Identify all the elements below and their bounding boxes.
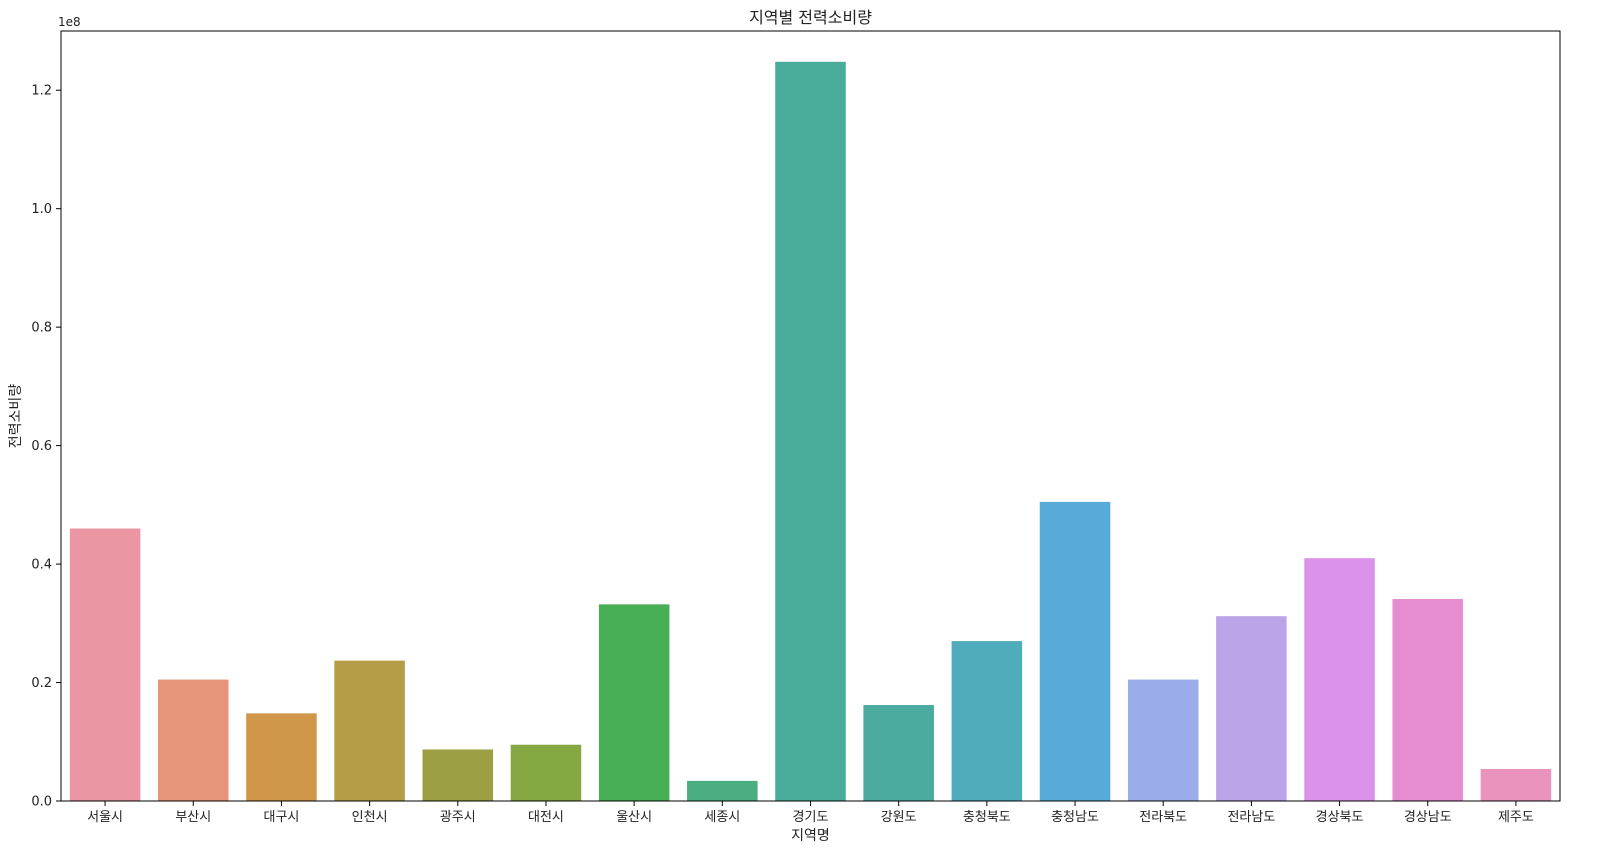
y-axis-label: 전력소비량 xyxy=(8,384,24,449)
bar-5 xyxy=(510,744,582,801)
bar-16 xyxy=(1480,769,1552,801)
x-tick-label: 강원도 xyxy=(881,810,917,825)
x-axis-label: 지역명 xyxy=(791,828,830,844)
bar-15 xyxy=(1392,599,1464,801)
x-tick-label: 세종시 xyxy=(704,810,740,825)
x-tick-label: 대전시 xyxy=(528,810,564,825)
bar-1 xyxy=(157,679,229,801)
y-ticks-group: 0.0 0.2 0.4 0.6 0.8 1.0 1.2 xyxy=(31,84,61,810)
x-tick-label: 서울시 xyxy=(87,810,123,825)
x-tick-label: 전라북도 xyxy=(1139,810,1187,825)
plot-frame xyxy=(60,30,1561,802)
bar-8 xyxy=(775,61,846,802)
bar-13 xyxy=(1216,616,1287,801)
y-tick-label: 1.0 xyxy=(31,202,52,217)
x-tick-label: 인천시 xyxy=(352,810,388,825)
x-tick-label: 부산시 xyxy=(175,810,211,825)
x-tick-label: 경상북도 xyxy=(1316,810,1364,825)
x-tick-label: 대구시 xyxy=(263,810,299,825)
chart-title: 지역별 전력소비량 xyxy=(749,8,872,27)
y-tick-label: 0.6 xyxy=(31,439,52,454)
bar-7 xyxy=(687,780,758,801)
bar-9 xyxy=(863,705,934,801)
bar-3 xyxy=(334,660,405,801)
x-tick-label: 전라남도 xyxy=(1227,810,1275,825)
bar-11 xyxy=(1039,501,1111,801)
x-tick-label: 경기도 xyxy=(793,810,829,825)
y-tick-label: 0.4 xyxy=(31,558,52,573)
y-tick-label: 1.2 xyxy=(31,84,52,99)
x-tick-label: 충청남도 xyxy=(1051,810,1099,825)
bar-2 xyxy=(246,713,317,801)
bar-10 xyxy=(951,641,1023,801)
x-tick-label: 광주시 xyxy=(440,810,476,825)
y-tick-label: 0.2 xyxy=(31,676,52,691)
y-tick-label: 0.8 xyxy=(31,321,52,336)
x-tick-label: 충청북도 xyxy=(963,810,1011,825)
bar-14 xyxy=(1304,558,1375,801)
y-offset-label: 1e8 xyxy=(58,15,81,29)
bar-6 xyxy=(598,604,670,801)
x-ticks-group: 서울시 부산시 대구시 인천시 광주시 대전시 울산시 세종시 경기도 강원도 충청북도 충청남도 전라… xyxy=(87,801,1534,825)
bar-4 xyxy=(422,749,494,801)
x-tick-label: 제주도 xyxy=(1498,810,1534,825)
x-tick-label: 경상남도 xyxy=(1404,810,1452,825)
x-tick-label: 울산시 xyxy=(616,810,652,825)
bar-0 xyxy=(69,528,141,801)
y-tick-label: 0.0 xyxy=(31,795,52,810)
bar-12 xyxy=(1127,679,1199,801)
bars-group xyxy=(69,61,1552,802)
